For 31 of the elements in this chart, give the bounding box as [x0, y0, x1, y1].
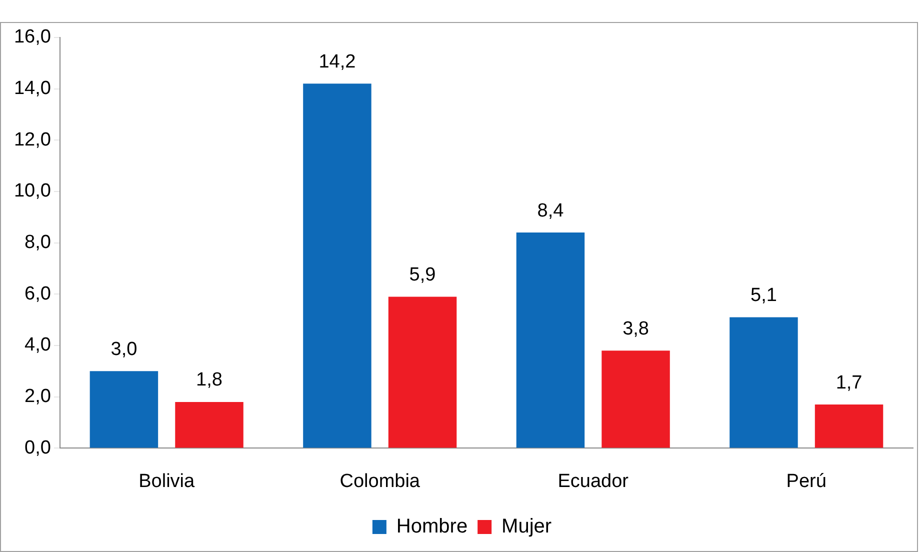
y-tick-label: 4,0: [24, 334, 51, 356]
x-tick-label: Bolivia: [138, 470, 196, 492]
y-tick-label: 2,0: [24, 386, 51, 408]
bar: [175, 402, 244, 448]
x-tick-label: Colombia: [340, 470, 420, 492]
y-tick-label: 16,0: [14, 26, 51, 48]
data-label: 3,8: [622, 318, 649, 340]
data-label: 3,0: [110, 338, 138, 360]
y-tick-label: 14,0: [14, 78, 51, 99]
data-label: 1,8: [196, 370, 222, 391]
legend-label: Hombre: [396, 516, 468, 538]
bar: [814, 404, 884, 448]
x-tick-label: Ecuador: [558, 470, 630, 492]
bar: [388, 296, 457, 448]
legend-label: Mujer: [502, 516, 552, 538]
data-label: 5,9: [409, 264, 436, 286]
y-tick-label: 12,0: [14, 129, 51, 150]
y-tick-label: 6,0: [24, 283, 51, 304]
bar: [90, 371, 158, 448]
data-label: 8,4: [537, 200, 564, 222]
bar: [602, 350, 670, 448]
data-label: 5,1: [750, 284, 777, 306]
y-tick-label: 8,0: [24, 232, 51, 254]
y-tick-label: 10,0: [14, 180, 51, 202]
bar: [730, 317, 798, 448]
data-label: 1,7: [836, 372, 862, 394]
data-label: 14,2: [318, 51, 356, 72]
bar: [516, 232, 585, 448]
y-tick-label: 0,0: [24, 437, 51, 458]
bar: [303, 84, 372, 448]
x-tick-label: Perú: [786, 470, 826, 492]
